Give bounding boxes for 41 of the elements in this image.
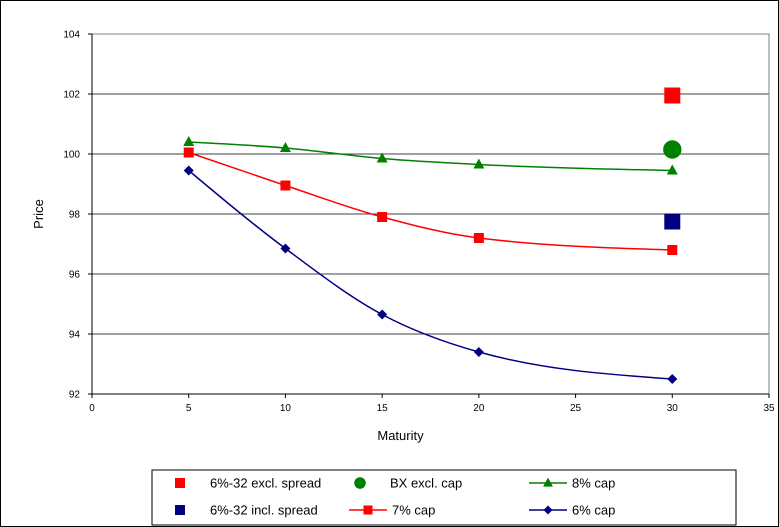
point (280, 244, 290, 254)
x-tick-label: 35 (763, 403, 775, 414)
point (377, 310, 388, 320)
x-tick-label: 15 (376, 403, 388, 414)
point (280, 180, 290, 190)
y-tick-label: 92 (68, 390, 80, 400)
x-tick-label: 20 (473, 403, 485, 414)
y-axis-title: Price (31, 199, 46, 229)
point (183, 136, 194, 146)
point (184, 166, 194, 176)
point (667, 374, 678, 384)
point (473, 158, 484, 168)
x-tick-label: 25 (570, 403, 582, 414)
x-tick-label: 10 (280, 403, 292, 414)
legend-label: BX excl. cap (390, 476, 462, 491)
point (664, 214, 680, 230)
point (184, 148, 194, 158)
point (474, 233, 484, 243)
point (280, 142, 291, 152)
legend-label: 6%-32 excl. spread (210, 476, 322, 491)
point (376, 152, 388, 162)
legend-label: 6%-32 incl. spread (210, 502, 318, 518)
x-tick-label: 30 (666, 403, 678, 414)
x-tick-label: 0 (89, 403, 96, 414)
point (377, 212, 388, 222)
legend-label: 8% cap (572, 476, 616, 491)
x-tick-label: 5 (186, 403, 192, 414)
point (667, 245, 678, 255)
y-tick-label: 94 (68, 330, 80, 340)
legend-label: 7% cap (392, 502, 436, 518)
point (664, 88, 680, 104)
point (663, 140, 682, 159)
point (474, 347, 484, 357)
y-tick-label: 98 (68, 210, 80, 220)
point (666, 164, 678, 174)
y-tick-label: 100 (63, 150, 80, 160)
y-tick-label: 96 (68, 270, 80, 280)
y-tick-label: 104 (63, 30, 80, 40)
y-tick-label: 102 (63, 90, 80, 100)
x-axis-title: Maturity (377, 428, 424, 443)
legend-label: 6% cap (572, 502, 616, 518)
